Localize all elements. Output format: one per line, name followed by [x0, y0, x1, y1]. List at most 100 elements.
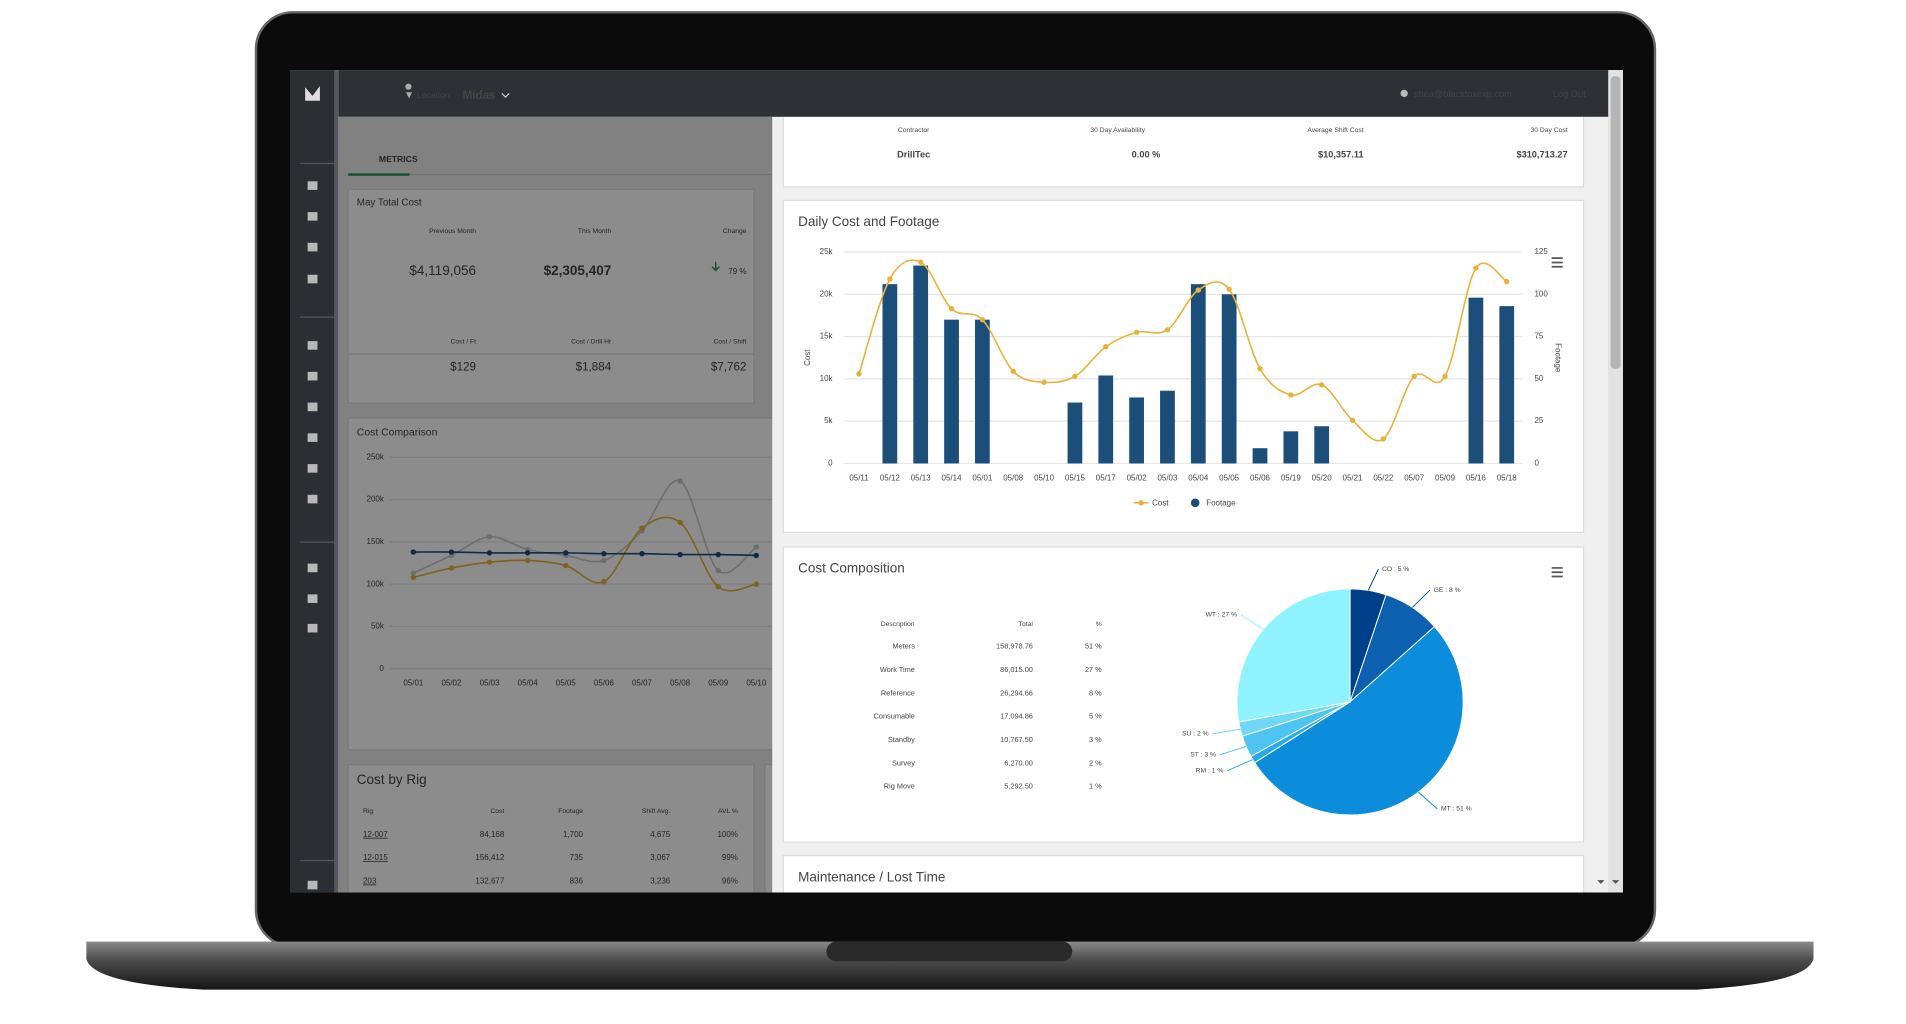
rig-link[interactable]: 12-007 — [363, 830, 388, 839]
card — [347, 764, 755, 893]
leader-line — [1240, 614, 1264, 630]
point — [601, 557, 607, 564]
x-tick-label: 05/06 — [594, 679, 615, 688]
metric-label: Change — [723, 228, 747, 235]
table-cell: 51 % — [1085, 642, 1102, 651]
card-title: May Total Cost — [357, 197, 422, 208]
card — [347, 188, 755, 404]
table-cell: 5,292.50 — [1004, 782, 1033, 791]
table-cell: Rig Move — [884, 782, 915, 791]
pie-label: CO : 5 % — [1382, 566, 1409, 573]
nav-icon[interactable] — [307, 623, 318, 633]
table-cell: 3 % — [1089, 735, 1102, 744]
tab[interactable]: METRICS — [379, 154, 418, 164]
legend-label: Cost — [1152, 499, 1169, 508]
y-axis-title: Cost — [803, 349, 812, 366]
bar — [1283, 431, 1299, 464]
logo[interactable] — [305, 86, 320, 101]
point — [448, 565, 455, 571]
nav-icon[interactable] — [307, 371, 318, 381]
scroll-arrow[interactable] — [1597, 880, 1620, 884]
x-tick-label: 05/18 — [1497, 473, 1518, 482]
x-tick-label: 05/09 — [708, 679, 729, 688]
overlay — [338, 116, 773, 893]
x-tick-label: 05/11 — [849, 473, 869, 482]
table-cell: Meters — [892, 642, 915, 651]
nav-icon[interactable] — [307, 341, 318, 350]
nav-icon[interactable] — [307, 274, 318, 284]
nav-icon[interactable] — [307, 242, 318, 252]
chart-menu[interactable] — [1551, 257, 1563, 268]
sidebar-bg — [290, 70, 335, 893]
chart-menu[interactable] — [1551, 567, 1563, 578]
y2-tick-label: 75 — [1534, 332, 1543, 341]
y2-axis-title: Footage — [1554, 343, 1563, 373]
table-cell: 86,015.00 — [1000, 665, 1033, 674]
nav-icon[interactable] — [307, 563, 318, 573]
pin-icon — [405, 83, 413, 99]
sidebar-edge — [334, 70, 339, 893]
nav-icon[interactable] — [307, 212, 318, 221]
pie-label: MT : 51 % — [1441, 806, 1472, 813]
x-tick-label: 05/08 — [670, 679, 691, 688]
nav-icon[interactable] — [307, 880, 318, 890]
y-tick-label: 50k — [371, 622, 384, 631]
point — [1473, 265, 1479, 271]
legend-swatch — [1190, 498, 1200, 508]
right-panel: Daily Cost and Footage Cost Composition … — [772, 116, 1594, 893]
pie-slice — [1236, 588, 1351, 723]
series-line — [413, 516, 757, 592]
pie-label: WT : 27 % — [1206, 611, 1237, 618]
x-tick-label: 05/05 — [556, 679, 577, 688]
point — [715, 551, 721, 558]
y-tick-label: 10k — [820, 374, 833, 383]
nav-icon[interactable] — [307, 402, 318, 412]
point — [1041, 379, 1047, 385]
nav-icon[interactable] — [307, 494, 318, 504]
point — [601, 551, 607, 557]
x-tick-label: 05/02 — [441, 679, 462, 688]
nav-icon[interactable] — [307, 464, 318, 473]
point — [677, 478, 683, 484]
bar — [1221, 294, 1237, 464]
bar — [882, 284, 898, 464]
point — [917, 259, 924, 265]
table-header: Rig — [363, 808, 373, 815]
x-tick-label: 05/08 — [1003, 473, 1024, 482]
x-tick-label: 05/19 — [1281, 473, 1302, 482]
logout[interactable]: Log Out — [1553, 89, 1586, 99]
rig-link[interactable]: 12-015 — [363, 853, 388, 862]
x-tick-label: 05/02 — [1127, 473, 1148, 482]
scrollbar-thumb[interactable] — [1610, 76, 1621, 369]
point — [639, 525, 645, 532]
bar — [1252, 448, 1268, 464]
table-header: Contractor — [898, 127, 930, 134]
down-arrow — [711, 261, 720, 272]
x-tick-label: 05/14 — [942, 473, 963, 482]
pie-label: SU : 2 % — [1182, 731, 1209, 738]
nav-icon[interactable] — [307, 594, 318, 603]
table-cell: Reference — [881, 688, 915, 697]
nav-icon[interactable] — [307, 181, 318, 190]
location[interactable]: Midas — [463, 89, 496, 102]
metric-value: $2,305,407 — [544, 263, 612, 278]
x-tick-label: 05/22 — [1373, 473, 1394, 482]
metric-value: $4,119,056 — [409, 263, 476, 278]
bar — [1468, 297, 1484, 464]
location-label: Location: — [417, 90, 452, 100]
card — [782, 116, 1585, 188]
table-cell: 132,677 — [475, 877, 504, 886]
point — [1133, 329, 1140, 336]
point — [486, 550, 493, 556]
y-tick-label: 200k — [367, 495, 384, 504]
rig-link[interactable]: 203 — [363, 877, 377, 886]
point — [524, 557, 531, 564]
chevron[interactable] — [501, 92, 510, 98]
x-tick-label: 05/04 — [1188, 473, 1209, 482]
table-cell: 1 % — [1089, 782, 1102, 791]
nav-icon[interactable] — [307, 433, 318, 442]
user-icon — [1400, 89, 1408, 98]
pie-label: GE : 8 % — [1434, 587, 1461, 594]
table-header: Average Shift Cost — [1307, 127, 1363, 134]
leader-line — [1226, 759, 1253, 772]
